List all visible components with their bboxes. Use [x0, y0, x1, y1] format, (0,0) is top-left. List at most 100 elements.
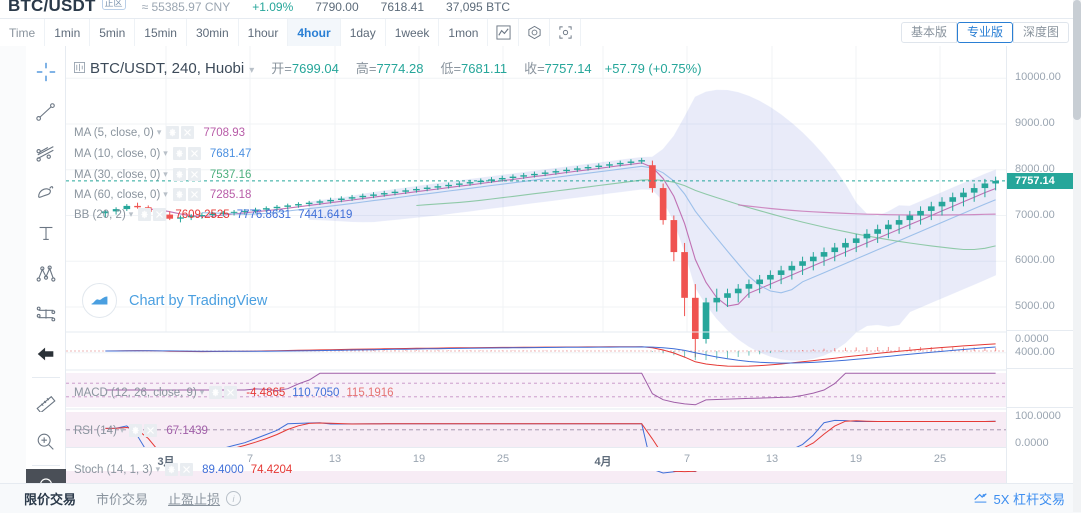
interval-1week[interactable]: 1week: [386, 19, 440, 46]
ticker-tag: 正区: [101, 0, 126, 10]
text-tool[interactable]: [28, 213, 64, 253]
interval-30min[interactable]: 30min: [187, 19, 239, 46]
ticker-high: 7790.00: [315, 0, 359, 14]
fib-tool[interactable]: [28, 133, 64, 173]
left-rail: [0, 46, 27, 512]
line-chart-icon[interactable]: [488, 19, 520, 46]
indicator-legend-indicators-1[interactable]: MA (10, close, 0) ▾ 7681.47: [74, 147, 251, 160]
indicator-legend-sub_indicators-1[interactable]: RSI (14) ▾ 67.1439: [74, 424, 208, 437]
zoom-in-tool[interactable]: [28, 422, 64, 462]
indicator-legend-sub_indicators-0[interactable]: MACD (12, 26, close, 9) ▾ -4.4865 110.7050 1…: [74, 386, 394, 399]
interval-5min[interactable]: 5min: [90, 19, 136, 46]
time-tick: 13: [328, 453, 342, 465]
indicator-legend-indicators-2[interactable]: MA (30, close, 0) ▾ 7537.16: [74, 168, 251, 181]
indicator-remove-icon[interactable]: [181, 126, 195, 139]
chart-close: 收=7757.14: [524, 61, 592, 76]
view-button-2[interactable]: 深度图: [1012, 22, 1069, 43]
price-axis[interactable]: 10000.00 9000.00 8000.00 7000.00 6000.00 5000…: [1006, 46, 1081, 483]
chevron-down-icon[interactable]: ▾: [163, 189, 168, 199]
view-button-0[interactable]: 基本版: [900, 22, 957, 43]
indicator-settings-icon[interactable]: [172, 188, 186, 201]
arrow-tool[interactable]: [28, 334, 64, 374]
pattern-tool[interactable]: [28, 253, 64, 293]
page-scrollbar[interactable]: [1073, 0, 1081, 512]
brush-tool[interactable]: [28, 173, 64, 213]
chart-canvas[interactable]: BTC/USDT, 240, Huobi ▾ 开=7699.04 高=7774.…: [66, 46, 1006, 483]
ruler-tool[interactable]: [28, 381, 64, 421]
toolbar-spacer: [581, 19, 901, 46]
indicator-value: 89.4000: [202, 463, 244, 476]
indicator-legend-indicators-4[interactable]: BB (20, 2) ▾ 7609.2525 7776.8631 7441.6419: [74, 208, 352, 221]
chevron-down-icon[interactable]: ▾: [128, 209, 134, 219]
ticker-pair: BTC/USDT: [8, 0, 96, 15]
indicator-settings-icon[interactable]: [209, 386, 223, 399]
indicator-settings-icon[interactable]: [138, 208, 152, 221]
chart-svg: [66, 46, 1006, 483]
interval-1day[interactable]: 1day: [341, 19, 386, 46]
price-tick: 4000.00: [1015, 345, 1055, 358]
crosshair-tool[interactable]: [28, 52, 64, 92]
indicator-remove-icon[interactable]: [180, 463, 194, 476]
chevron-down-icon[interactable]: ▾: [156, 127, 162, 137]
interval-1min[interactable]: 1min: [45, 19, 91, 46]
indicator-value: 7708.93: [203, 126, 245, 139]
ticker-volume: 37,095 BTC: [446, 0, 511, 14]
indicator-value: 7776.8631: [236, 208, 292, 221]
price-tick: 9000.00: [1015, 117, 1055, 130]
indicator-remove-icon[interactable]: [187, 188, 201, 201]
indicator-legend-indicators-0[interactable]: MA (5, close, 0) ▾ 7708.93: [74, 126, 245, 139]
time-tick: 7: [683, 453, 691, 465]
indicator-remove-icon[interactable]: [153, 208, 167, 221]
indicator-settings-icon[interactable]: [166, 126, 180, 139]
indicator-value: 67.1439: [166, 424, 208, 437]
time-axis[interactable]: 3月 7 13 19 25 4月 7 13 19 25: [66, 447, 1006, 471]
interval-4hour[interactable]: 4hour: [288, 19, 341, 46]
interval-15min[interactable]: 15min: [135, 19, 187, 46]
indicator-icon[interactable]: [519, 19, 551, 46]
indicator-legend-sub_indicators-2[interactable]: Stoch (14, 1, 3) ▾ 89.4000 74.4204: [74, 463, 292, 476]
chevron-down-icon[interactable]: ▾: [163, 169, 168, 179]
chevron-down-icon[interactable]: ▾: [155, 464, 161, 474]
indicator-remove-icon[interactable]: [224, 386, 238, 399]
order-tab-1[interactable]: 市价交易: [96, 492, 149, 507]
indicator-legend-indicators-3[interactable]: MA (60, close, 0) ▾ 7285.18: [74, 188, 251, 201]
indicator-remove-icon[interactable]: [187, 168, 201, 181]
scrollbar-thumb[interactable]: [1073, 0, 1081, 120]
view-button-1[interactable]: 专业版: [956, 22, 1013, 43]
trendline-tool[interactable]: [28, 92, 64, 132]
time-tick: 19: [849, 453, 863, 465]
chart-symbol[interactable]: BTC/USDT, 240, Huobi: [90, 60, 245, 77]
leverage-area[interactable]: 5X 杠杆交易: [973, 489, 1065, 508]
indicator-name: RSI (14): [74, 424, 117, 437]
interval-1mon[interactable]: 1mon: [439, 19, 489, 46]
indicator-remove-icon[interactable]: [187, 147, 201, 160]
indicator-settings-icon[interactable]: [165, 463, 179, 476]
order-tab-0[interactable]: 限价交易: [24, 492, 77, 507]
indicator-remove-icon[interactable]: [144, 424, 158, 437]
order-tab-2[interactable]: 止盈止损: [168, 492, 221, 507]
fullscreen-icon[interactable]: [550, 19, 582, 46]
chevron-down-icon[interactable]: ▾: [119, 425, 125, 435]
info-icon[interactable]: i: [226, 491, 242, 506]
leverage-label[interactable]: 5X 杠杆交易: [993, 492, 1065, 507]
stoch-tick-high: 100.0000: [1015, 410, 1061, 422]
chevron-down-icon[interactable]: ▾: [163, 148, 168, 158]
toolbar-divider: [31, 377, 60, 379]
indicator-settings-icon[interactable]: [129, 424, 143, 437]
indicator-value: 74.4204: [250, 463, 293, 476]
tradingview-watermark: Chart by TradingView: [82, 283, 267, 318]
indicator-settings-icon[interactable]: [172, 147, 186, 160]
time-tick: 25: [496, 453, 510, 465]
indicator-value: 110.7050: [292, 386, 340, 399]
indicator-name: MA (30, close, 0): [74, 168, 161, 181]
indicator-settings-icon[interactable]: [172, 168, 186, 181]
interval-1hour[interactable]: 1hour: [239, 19, 289, 46]
measure-tool[interactable]: [28, 294, 64, 334]
chevron-down-icon[interactable]: ▾: [199, 387, 205, 397]
price-tick: 8000.00: [1015, 162, 1055, 175]
time-tick: 19: [412, 453, 426, 465]
indicator-name: Stoch (14, 1, 3): [74, 463, 153, 476]
indicator-name: BB (20, 2): [74, 208, 126, 221]
time-tick: 13: [765, 453, 779, 465]
chevron-down-icon[interactable]: ▾: [249, 65, 255, 76]
